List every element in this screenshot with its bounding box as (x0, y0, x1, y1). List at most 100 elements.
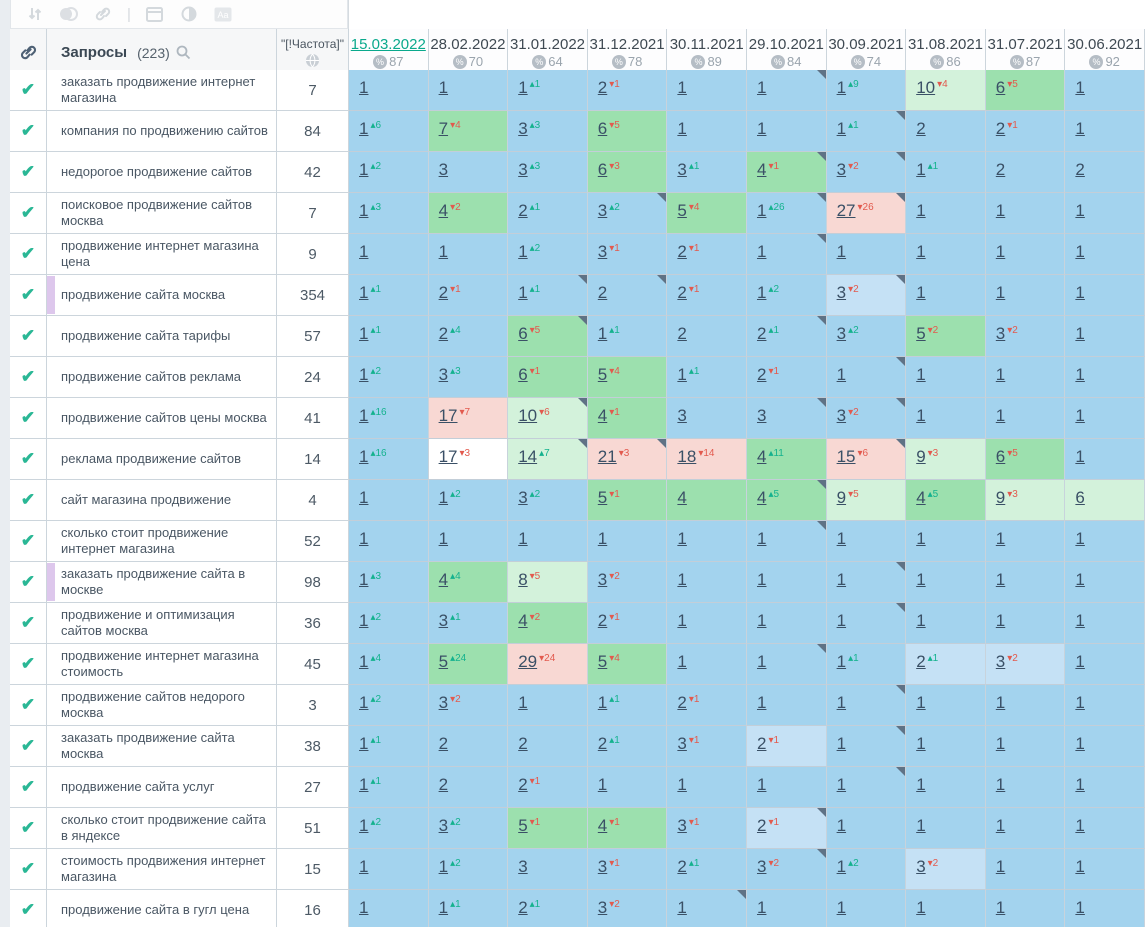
date-column-header[interactable]: 30.09.2021 % 74 (826, 29, 907, 77)
keyword-cell[interactable]: заказать продвижение сайта в москве (47, 562, 277, 603)
position-link[interactable]: 2 (518, 734, 528, 753)
position-link[interactable]: 5 (597, 365, 608, 384)
position-link[interactable]: 1 (836, 857, 847, 876)
position-link[interactable]: 1 (756, 242, 767, 261)
keyword-checkbox[interactable]: ✔ (10, 111, 47, 152)
position-link[interactable]: 1 (836, 119, 847, 138)
keyword-checkbox[interactable]: ✔ (10, 603, 47, 644)
position-link[interactable]: 1 (756, 529, 767, 548)
keyword-cell[interactable]: продвижение сайтов цены москва (47, 398, 277, 439)
keyword-checkbox[interactable]: ✔ (10, 152, 47, 193)
position-link[interactable]: 2 (677, 283, 687, 302)
position-link[interactable]: 1 (438, 529, 449, 548)
position-link[interactable]: 1 (916, 570, 926, 589)
position-link[interactable]: 2 (995, 160, 1006, 179)
position-link[interactable]: 2 (597, 283, 608, 302)
position-link[interactable]: 1 (995, 529, 1006, 548)
position-link[interactable]: 1 (359, 488, 369, 507)
position-link[interactable]: 21 (597, 447, 617, 466)
keyword-checkbox[interactable]: ✔ (10, 316, 47, 357)
position-link[interactable]: 1 (756, 898, 767, 917)
keyword-checkbox[interactable]: ✔ (10, 480, 47, 521)
position-link[interactable]: 1 (756, 201, 767, 220)
position-link[interactable]: 3 (438, 693, 449, 712)
keyword-cell[interactable]: поисковое продвижение сайтов москва (47, 193, 277, 234)
position-link[interactable]: 1 (359, 160, 369, 179)
position-link[interactable]: 1 (359, 529, 369, 548)
keyword-cell[interactable]: продвижение и оптимизация сайтов москва (47, 603, 277, 644)
position-link[interactable]: 1 (518, 78, 528, 97)
position-link[interactable]: 1 (359, 816, 369, 835)
position-link[interactable]: 1 (995, 734, 1006, 753)
position-link[interactable]: 1 (359, 447, 369, 466)
position-link[interactable]: 3 (995, 324, 1006, 343)
keyword-cell[interactable]: реклама продвижение сайтов (47, 439, 277, 480)
position-link[interactable]: 1 (677, 570, 687, 589)
position-link[interactable]: 1 (995, 775, 1006, 794)
keyword-cell[interactable]: компания по продвижению сайтов (47, 111, 277, 152)
position-link[interactable]: 1 (1075, 693, 1085, 712)
position-link[interactable]: 3 (836, 283, 847, 302)
position-link[interactable]: 1 (756, 119, 767, 138)
position-link[interactable]: 10 (916, 78, 936, 97)
position-link[interactable]: 1 (756, 283, 767, 302)
date-column-header[interactable]: 15.03.2022 % 87 (349, 29, 429, 77)
position-link[interactable]: 1 (756, 78, 767, 97)
position-link[interactable]: 1 (677, 611, 687, 630)
panel-icon[interactable] (145, 5, 165, 23)
position-link[interactable]: 2 (916, 652, 926, 671)
position-link[interactable]: 1 (995, 611, 1006, 630)
position-link[interactable]: 2 (756, 816, 767, 835)
position-link[interactable]: 2 (677, 324, 687, 343)
position-link[interactable]: 1 (836, 775, 847, 794)
venn-icon[interactable] (59, 5, 79, 23)
position-link[interactable]: 1 (359, 119, 369, 138)
position-link[interactable]: 1 (1075, 283, 1085, 302)
position-link[interactable]: 2 (756, 365, 767, 384)
position-link[interactable]: 3 (597, 857, 608, 876)
position-link[interactable]: 6 (1075, 488, 1085, 507)
position-link[interactable]: 1 (359, 365, 369, 384)
keyword-checkbox[interactable]: ✔ (10, 726, 47, 767)
position-link[interactable]: 1 (1075, 78, 1085, 97)
search-icon[interactable] (176, 45, 191, 60)
position-link[interactable]: 1 (916, 816, 926, 835)
text-style-icon[interactable]: Aa (213, 5, 233, 23)
date-link[interactable]: 30.06.2021 (1067, 36, 1143, 53)
keyword-checkbox[interactable]: ✔ (10, 849, 47, 890)
position-link[interactable]: 1 (1075, 898, 1085, 917)
position-link[interactable]: 2 (518, 898, 528, 917)
position-link[interactable]: 1 (597, 693, 608, 712)
position-link[interactable]: 2 (995, 119, 1006, 138)
position-link[interactable]: 1 (836, 242, 847, 261)
keyword-cell[interactable]: сколько стоит продвижение интернет магаз… (47, 521, 277, 562)
position-link[interactable]: 4 (518, 611, 528, 630)
position-link[interactable]: 1 (677, 898, 687, 917)
position-link[interactable]: 2 (597, 611, 608, 630)
keyword-checkbox[interactable]: ✔ (10, 357, 47, 398)
position-link[interactable]: 1 (359, 283, 369, 302)
position-link[interactable]: 29 (518, 652, 538, 671)
position-link[interactable]: 5 (677, 201, 687, 220)
position-link[interactable]: 1 (1075, 857, 1085, 876)
position-link[interactable]: 5 (597, 652, 608, 671)
keyword-checkbox[interactable]: ✔ (10, 890, 47, 927)
position-link[interactable]: 2 (1075, 160, 1085, 179)
position-link[interactable]: 17 (438, 406, 458, 425)
position-link[interactable]: 1 (1075, 529, 1085, 548)
position-link[interactable]: 1 (1075, 242, 1085, 261)
position-link[interactable]: 1 (438, 488, 449, 507)
position-link[interactable]: 1 (995, 898, 1006, 917)
position-link[interactable]: 2 (438, 283, 449, 302)
position-link[interactable]: 18 (677, 447, 697, 466)
position-link[interactable]: 1 (359, 775, 369, 794)
position-link[interactable]: 1 (677, 529, 687, 548)
position-link[interactable]: 1 (995, 242, 1006, 261)
position-link[interactable]: 6 (995, 447, 1006, 466)
date-link[interactable]: 30.11.2021 (669, 36, 744, 53)
position-link[interactable]: 1 (677, 365, 687, 384)
position-link[interactable]: 1 (677, 119, 687, 138)
position-link[interactable]: 8 (518, 570, 528, 589)
position-link[interactable]: 3 (438, 816, 449, 835)
position-link[interactable]: 3 (597, 242, 608, 261)
